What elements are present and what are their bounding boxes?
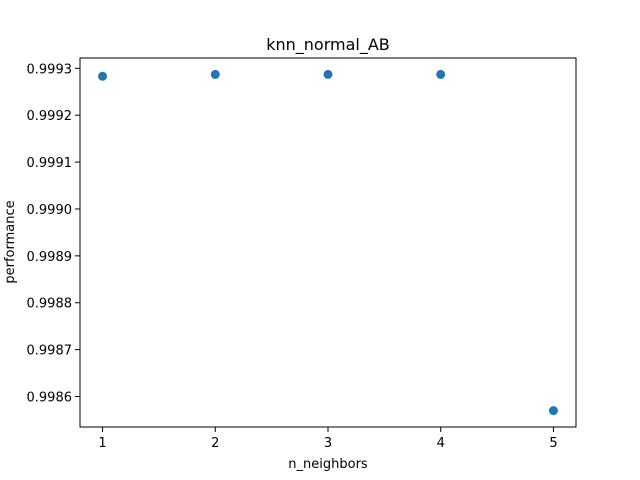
x-axis-label: n_neighbors <box>288 457 368 472</box>
chart-title: knn_normal_AB <box>266 35 390 55</box>
y-tick-label: 0.9991 <box>27 156 73 171</box>
y-tick-label: 0.9990 <box>27 203 73 218</box>
y-axis: 0.9986 0.9987 0.9988 0.9989 0.9990 0.9991 0.99… <box>27 62 80 406</box>
data-point <box>210 69 220 79</box>
y-tick-label: 0.9989 <box>27 250 73 265</box>
y-tick-label: 0.9988 <box>27 297 73 312</box>
data-point <box>323 69 333 79</box>
data-points <box>98 69 558 416</box>
data-point <box>98 71 108 81</box>
data-point <box>548 406 558 416</box>
y-tick-label: 0.9986 <box>27 391 73 406</box>
x-axis: 1 2 3 4 5 <box>98 427 558 451</box>
x-tick-label: 4 <box>437 436 445 451</box>
y-tick-label: 0.9993 <box>27 62 73 77</box>
plot-frame <box>79 57 577 428</box>
x-tick-label: 5 <box>549 436 557 451</box>
x-tick-label: 2 <box>211 436 219 451</box>
y-axis-label: performance <box>3 200 18 283</box>
x-tick-label: 1 <box>98 436 106 451</box>
y-tick-label: 0.9987 <box>27 344 73 359</box>
x-tick-label: 3 <box>324 436 332 451</box>
y-tick-label: 0.9992 <box>27 109 73 124</box>
data-point <box>436 69 446 79</box>
